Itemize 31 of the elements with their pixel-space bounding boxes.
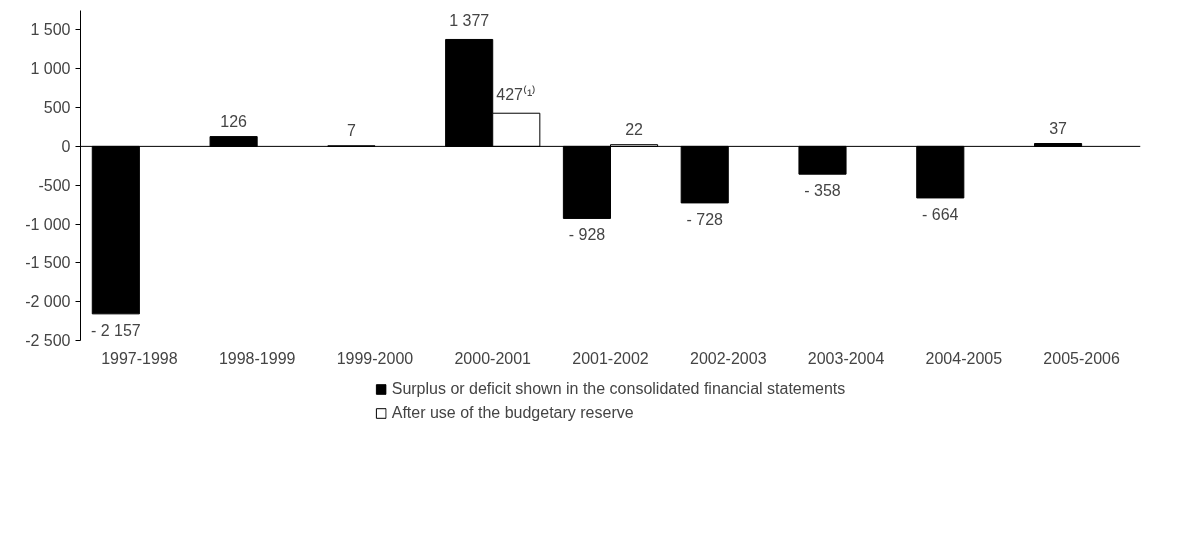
data-label: 1 377: [449, 12, 490, 30]
y-tick-label: 1 000: [30, 60, 71, 78]
y-tick-label: -2 500: [25, 332, 71, 349]
y-tick-label: -2 000: [25, 293, 71, 311]
data-label: - 664: [922, 205, 959, 223]
data-label: 22: [625, 120, 644, 138]
data-label: - 358: [804, 182, 841, 200]
data-label: - 728: [686, 210, 724, 228]
y-tick-label: 500: [43, 99, 71, 117]
data-label: 7: [346, 121, 356, 139]
y-tick-label: 1 500: [30, 21, 71, 39]
x-tick-label: 2005-2006: [1043, 349, 1120, 367]
y-tick-label: -1 000: [25, 215, 71, 233]
y-tick-label: 0: [61, 137, 71, 155]
data-label: 427⁽¹⁾: [496, 85, 537, 104]
x-tick-label: 1997-1998: [101, 349, 178, 367]
y-tick-label: -1 500: [25, 254, 71, 272]
x-tick-label: 2003-2004: [807, 349, 885, 367]
x-tick-label: 2000-2001: [454, 349, 532, 367]
x-tick-label: 1999-2000: [336, 349, 414, 367]
x-tick-label: 2004-2005: [925, 349, 1003, 367]
x-tick-label: 2001-2002: [572, 349, 649, 367]
legend-label: Surplus or deficit shown in the consolidated financial statements: [391, 380, 846, 398]
data-label: - 928: [568, 226, 606, 244]
data-label: - 2 157: [90, 321, 141, 339]
y-tick-label: -500: [38, 176, 71, 194]
data-label: 126: [220, 112, 248, 130]
x-tick-label: 2002-2003: [690, 349, 767, 367]
legend-label: After use of the budgetary reserve: [391, 404, 634, 422]
x-tick-label: 1998-1999: [218, 349, 296, 367]
data-label: 37: [1049, 119, 1068, 137]
